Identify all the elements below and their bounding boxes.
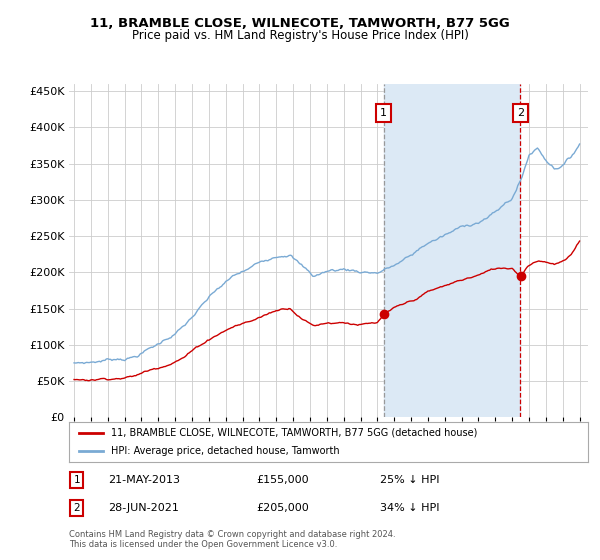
- Text: 11, BRAMBLE CLOSE, WILNECOTE, TAMWORTH, B77 5GG (detached house): 11, BRAMBLE CLOSE, WILNECOTE, TAMWORTH, …: [110, 428, 477, 437]
- Text: 1: 1: [73, 475, 80, 485]
- Text: 2: 2: [73, 503, 80, 514]
- Text: £205,000: £205,000: [256, 503, 308, 514]
- Text: 1: 1: [380, 108, 387, 118]
- Text: HPI: Average price, detached house, Tamworth: HPI: Average price, detached house, Tamw…: [110, 446, 339, 456]
- Text: 34% ↓ HPI: 34% ↓ HPI: [380, 503, 440, 514]
- Text: This data is licensed under the Open Government Licence v3.0.: This data is licensed under the Open Gov…: [69, 540, 337, 549]
- Text: 11, BRAMBLE CLOSE, WILNECOTE, TAMWORTH, B77 5GG: 11, BRAMBLE CLOSE, WILNECOTE, TAMWORTH, …: [90, 17, 510, 30]
- Text: Contains HM Land Registry data © Crown copyright and database right 2024.: Contains HM Land Registry data © Crown c…: [69, 530, 395, 539]
- Text: Price paid vs. HM Land Registry's House Price Index (HPI): Price paid vs. HM Land Registry's House …: [131, 29, 469, 42]
- Text: 28-JUN-2021: 28-JUN-2021: [108, 503, 179, 514]
- Bar: [384, 84, 520, 417]
- Text: 21-MAY-2013: 21-MAY-2013: [108, 475, 180, 485]
- Text: 2: 2: [517, 108, 524, 118]
- Text: 25% ↓ HPI: 25% ↓ HPI: [380, 475, 440, 485]
- Text: £155,000: £155,000: [256, 475, 308, 485]
